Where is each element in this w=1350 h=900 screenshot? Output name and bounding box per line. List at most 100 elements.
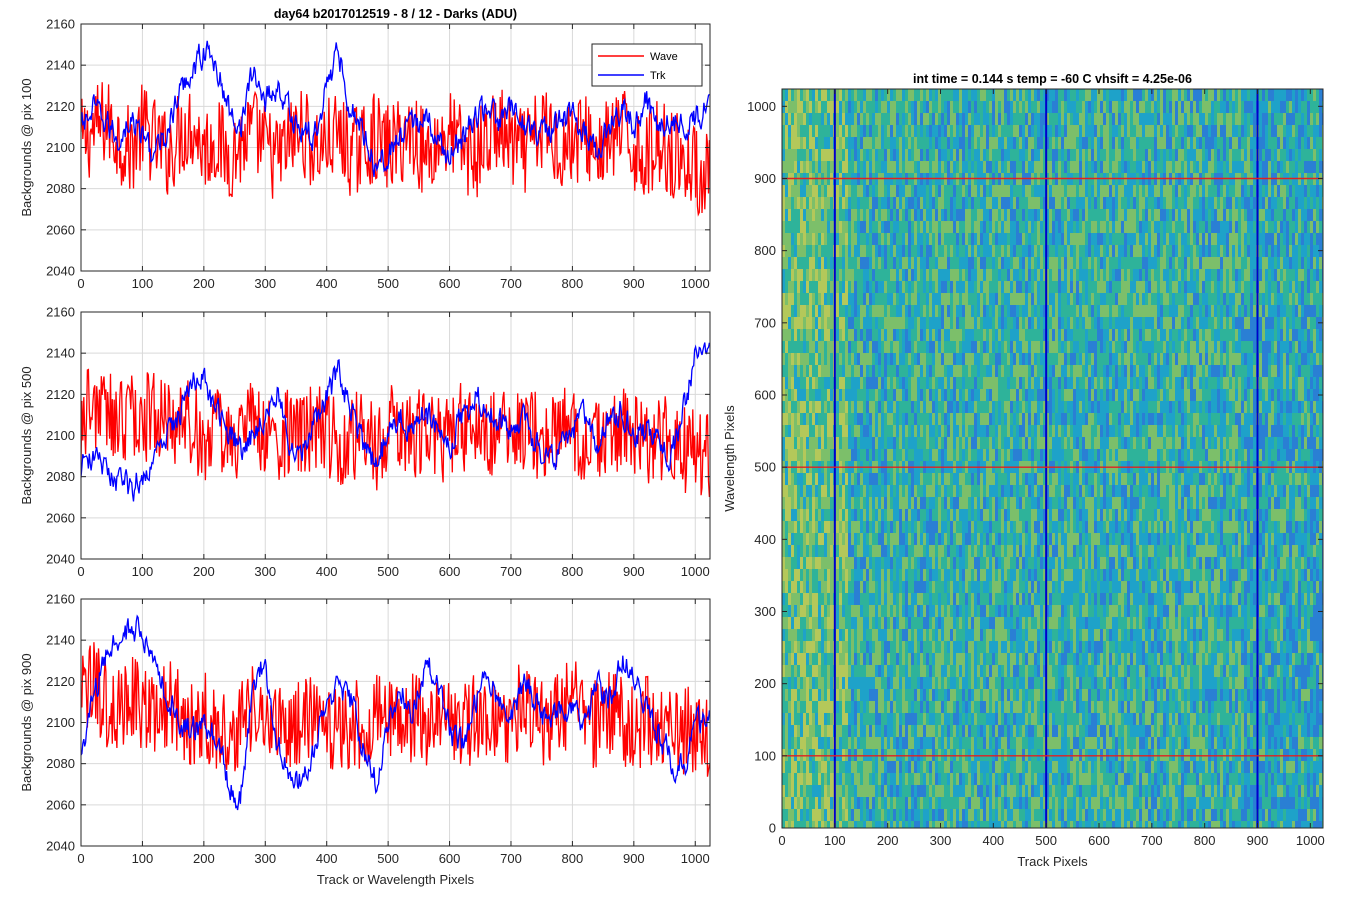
heatmap-cell bbox=[932, 173, 936, 186]
heatmap-cell bbox=[893, 353, 897, 366]
heatmap-cell bbox=[803, 137, 807, 150]
heatmap-cell bbox=[1001, 557, 1005, 570]
heatmap-cell bbox=[836, 101, 840, 114]
heatmap-cell bbox=[998, 761, 1002, 774]
heatmap-cell bbox=[806, 209, 810, 222]
heatmap-cell bbox=[848, 677, 852, 690]
heatmap-cell bbox=[1010, 329, 1014, 342]
heatmap-cell bbox=[917, 149, 921, 162]
y-tick-label: 2100 bbox=[46, 140, 75, 155]
heatmap-cell bbox=[854, 389, 858, 402]
heatmap-cell bbox=[851, 101, 855, 114]
heatmap-cell bbox=[989, 737, 993, 750]
heatmap-cell bbox=[869, 233, 873, 246]
heatmap-cell bbox=[821, 473, 825, 486]
heatmap-cell bbox=[866, 365, 870, 378]
heatmap-cell bbox=[1007, 581, 1011, 594]
heatmap-cell bbox=[926, 257, 930, 270]
heatmap-cell bbox=[920, 365, 924, 378]
heatmap-cell bbox=[860, 653, 864, 666]
heatmap-cell bbox=[878, 89, 882, 102]
heatmap-cell bbox=[887, 737, 891, 750]
heatmap-cell bbox=[962, 569, 966, 582]
heatmap-cell bbox=[962, 221, 966, 234]
heatmap-cell bbox=[935, 557, 939, 570]
heatmap-cell bbox=[950, 245, 954, 258]
heatmap-cell bbox=[923, 665, 927, 678]
heatmap-cell bbox=[839, 521, 843, 534]
heatmap-cell bbox=[956, 437, 960, 450]
heatmap-cell bbox=[929, 653, 933, 666]
heatmap-cell bbox=[878, 161, 882, 174]
heatmap-cell bbox=[857, 161, 861, 174]
heatmap-cell bbox=[812, 449, 816, 462]
heatmap-cell bbox=[884, 233, 888, 246]
heatmap-cell bbox=[785, 785, 789, 798]
heatmap-cell bbox=[872, 641, 876, 654]
heatmap-cell bbox=[797, 209, 801, 222]
heatmap-cell bbox=[824, 689, 828, 702]
heatmap-cell bbox=[950, 365, 954, 378]
heatmap-cell bbox=[800, 545, 804, 558]
heatmap-cell bbox=[986, 293, 990, 306]
heatmap-cell bbox=[896, 197, 900, 210]
heatmap-cell bbox=[881, 809, 885, 822]
heatmap-cell bbox=[980, 377, 984, 390]
heatmap-cell bbox=[809, 149, 813, 162]
heatmap-cell bbox=[848, 557, 852, 570]
heatmap-cell bbox=[974, 809, 978, 822]
heatmap-cell bbox=[800, 713, 804, 726]
heatmap-cell bbox=[953, 653, 957, 666]
heatmap-cell bbox=[866, 557, 870, 570]
heatmap-cell bbox=[983, 689, 987, 702]
heatmap-cell bbox=[941, 689, 945, 702]
heatmap-cell bbox=[893, 137, 897, 150]
heatmap-cell bbox=[869, 653, 873, 666]
heatmap-cell bbox=[860, 137, 864, 150]
heatmap-cell bbox=[974, 569, 978, 582]
heatmap-cell bbox=[920, 413, 924, 426]
heatmap-cell bbox=[830, 785, 834, 798]
heatmap-cell bbox=[845, 245, 849, 258]
x-tick-label: 600 bbox=[439, 564, 461, 579]
heatmap-cell bbox=[935, 101, 939, 114]
heatmap-cell bbox=[812, 185, 816, 198]
heatmap-cell bbox=[812, 677, 816, 690]
heatmap-cell bbox=[854, 173, 858, 186]
heatmap-cell bbox=[947, 761, 951, 774]
heatmap-cell bbox=[878, 437, 882, 450]
heatmap-cell bbox=[818, 641, 822, 654]
heatmap-cell bbox=[893, 317, 897, 330]
heatmap-cell bbox=[824, 269, 828, 282]
heatmap-cell bbox=[848, 485, 852, 498]
heatmap-cell bbox=[839, 125, 843, 138]
heatmap-cell bbox=[818, 185, 822, 198]
heatmap-cell bbox=[890, 785, 894, 798]
heatmap-cell bbox=[908, 185, 912, 198]
heatmap-cell bbox=[821, 509, 825, 522]
heatmap-cell bbox=[908, 365, 912, 378]
heatmap-cell bbox=[863, 185, 867, 198]
heatmap-cell bbox=[926, 629, 930, 642]
heatmap-cell bbox=[941, 245, 945, 258]
heatmap-cell bbox=[914, 773, 918, 786]
heatmap-cell bbox=[809, 353, 813, 366]
heatmap-cell bbox=[845, 89, 849, 102]
heatmap-cell bbox=[818, 389, 822, 402]
heatmap-cell bbox=[869, 305, 873, 318]
heatmap-cell bbox=[995, 629, 999, 642]
heatmap-cell bbox=[803, 425, 807, 438]
heatmap-cell bbox=[782, 113, 786, 126]
heatmap-cell bbox=[953, 713, 957, 726]
y-tick-label: 2100 bbox=[46, 428, 75, 443]
heatmap-cell bbox=[854, 377, 858, 390]
heatmap-cell bbox=[935, 785, 939, 798]
heatmap-cell bbox=[1004, 797, 1008, 810]
heatmap-cell bbox=[797, 797, 801, 810]
heatmap-cell bbox=[968, 665, 972, 678]
heatmap-cell bbox=[977, 521, 981, 534]
heatmap-cell bbox=[980, 545, 984, 558]
heatmap-cell bbox=[824, 173, 828, 186]
heatmap-cell bbox=[785, 341, 789, 354]
heatmap-cell bbox=[956, 641, 960, 654]
